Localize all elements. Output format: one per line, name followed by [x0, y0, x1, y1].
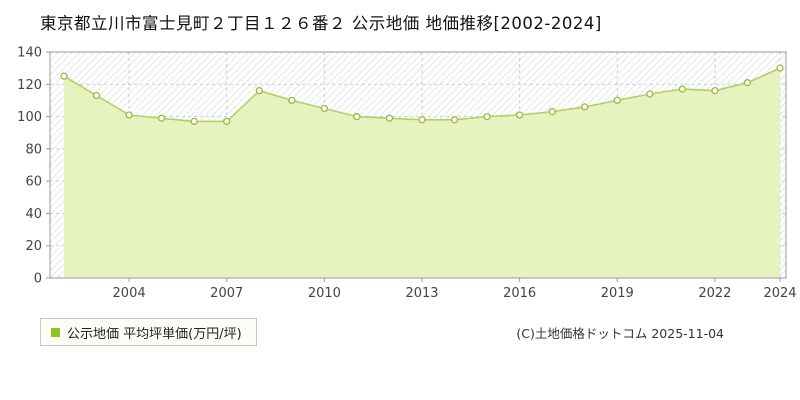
y-tick-label: 120	[17, 78, 42, 93]
legend: 公示地価 平均坪単価(万円/坪)	[40, 318, 257, 346]
data-point-marker	[483, 112, 491, 121]
data-point-marker	[711, 87, 719, 95]
legend-label: 公示地価 平均坪単価(万円/坪)	[67, 326, 242, 342]
y-tick-label: 60	[25, 175, 42, 190]
x-tick-label: 2010	[308, 286, 341, 301]
plot-border	[49, 51, 787, 279]
y-tick-label: 100	[17, 110, 42, 125]
data-point-marker	[743, 79, 752, 87]
data-point-marker	[157, 114, 166, 122]
data-point-marker	[776, 64, 784, 72]
data-point-marker	[255, 87, 263, 95]
price-trend-chart: 0 20 40 60 80 100 120 140 2004 2007 2010 2013 2016 20…	[0, 34, 800, 310]
data-point-marker	[320, 104, 329, 113]
x-tick-label: 2024	[763, 286, 796, 301]
x-tick-label: 2007	[210, 286, 243, 301]
x-tick-label: 2004	[113, 286, 146, 301]
page-title: 東京都立川市富士見町２丁目１２６番２ 公示地価 地価推移[2002-2024]	[40, 14, 602, 33]
data-point-marker	[385, 114, 394, 122]
data-point-marker	[418, 116, 426, 124]
x-tick-label: 2022	[698, 286, 731, 301]
data-point-marker	[288, 96, 296, 105]
data-point-marker	[125, 111, 133, 119]
y-tick-label: 140	[17, 46, 42, 61]
chart-canvas: 0 20 40 60 80 100 120 140 2004 2007 2010 2013 2016 20…	[0, 34, 800, 310]
data-point-marker	[353, 112, 361, 121]
x-tick-label: 2019	[601, 286, 634, 301]
data-point-marker	[548, 108, 556, 116]
data-point-marker	[646, 90, 654, 98]
data-point-marker	[223, 117, 231, 126]
y-tick-label: 0	[34, 272, 42, 287]
data-point-marker	[450, 116, 459, 124]
legend-square-icon	[51, 327, 60, 337]
chart-svg: 0 20 40 60 80 100 120 140 2004 2007 2010 2013 2016 20…	[17, 46, 796, 302]
copyright-text: (C)土地価格ドットコム 2025-11-04	[516, 326, 724, 341]
x-tick-label: 2016	[503, 286, 536, 301]
y-tick-label: 80	[25, 142, 42, 157]
area-series	[64, 68, 780, 278]
data-point-marker	[613, 96, 621, 105]
y-tick-label: 20	[25, 239, 42, 254]
data-point-marker	[190, 117, 198, 126]
data-point-marker	[678, 85, 687, 93]
y-tick-label: 40	[25, 207, 42, 222]
data-point-marker	[60, 72, 68, 80]
data-point-marker	[581, 103, 589, 111]
data-point-marker	[515, 111, 524, 119]
data-point-marker	[92, 91, 101, 100]
x-tick-label: 2013	[405, 286, 438, 301]
